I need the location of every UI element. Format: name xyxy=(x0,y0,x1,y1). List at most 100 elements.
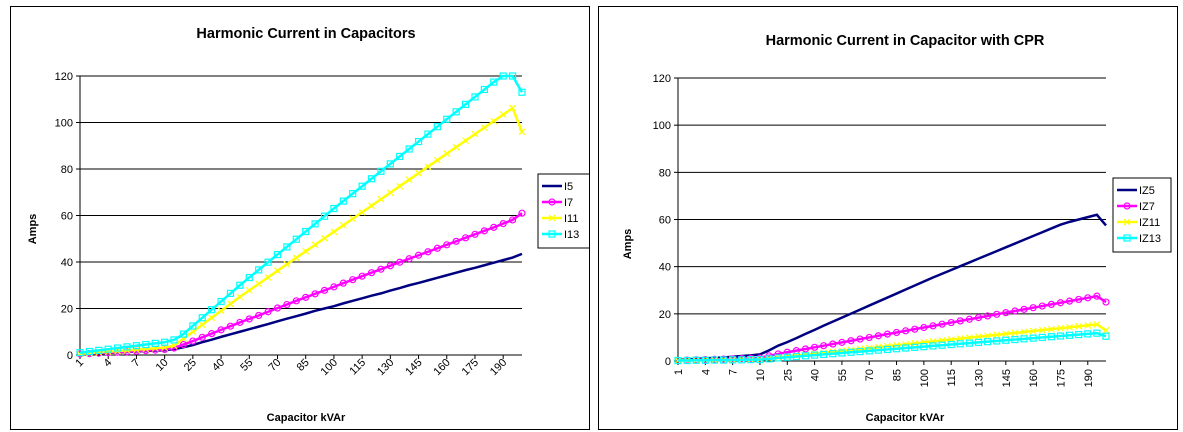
data-point xyxy=(1065,331,1074,339)
x-tick-label: 175 xyxy=(460,357,481,378)
data-point xyxy=(499,72,507,80)
data-point xyxy=(892,328,901,337)
data-point xyxy=(245,286,253,294)
data-point xyxy=(892,345,901,353)
data-point xyxy=(311,241,319,249)
data-point xyxy=(255,280,263,288)
data-point xyxy=(151,339,159,347)
x-tick-label: 100 xyxy=(919,369,931,387)
data-point xyxy=(292,235,300,243)
data-point xyxy=(801,352,810,360)
x-tick-label: 85 xyxy=(295,357,312,374)
data-point xyxy=(1093,321,1101,328)
data-point xyxy=(1123,234,1131,242)
data-point xyxy=(1029,334,1037,342)
x-tick-label: 10 xyxy=(154,357,171,374)
y-tick-label: 60 xyxy=(659,215,671,227)
chart-title: Harmonic Current in Capacitors xyxy=(196,26,415,42)
series-I13 xyxy=(76,72,526,357)
x-tick-label: 40 xyxy=(210,357,227,374)
data-point xyxy=(774,354,782,362)
series-I7 xyxy=(76,209,526,358)
data-point xyxy=(208,306,216,314)
data-point xyxy=(368,202,375,210)
legend-label: IZ7 xyxy=(1139,201,1155,213)
data-point xyxy=(1075,330,1083,339)
x-tick-label: 130 xyxy=(974,369,986,387)
data-point xyxy=(133,346,140,354)
data-point xyxy=(320,212,329,220)
x-tick-label: 100 xyxy=(319,357,340,378)
data-point xyxy=(142,340,150,349)
y-tick-label: 120 xyxy=(653,73,671,85)
data-point xyxy=(414,251,423,259)
data-point xyxy=(738,356,746,364)
data-point xyxy=(414,137,423,146)
data-point xyxy=(311,220,319,228)
data-point xyxy=(929,342,937,350)
data-point xyxy=(302,293,310,301)
data-point xyxy=(123,343,131,351)
y-axis-label: Amps xyxy=(27,214,39,245)
data-point xyxy=(480,124,488,132)
data-point xyxy=(956,317,964,325)
data-point xyxy=(518,88,526,96)
data-point xyxy=(189,322,197,330)
data-point xyxy=(810,351,819,359)
series-line xyxy=(79,74,524,354)
data-point xyxy=(471,130,479,138)
data-point xyxy=(85,347,94,356)
data-point xyxy=(264,308,272,316)
data-point xyxy=(386,262,394,270)
data-point xyxy=(471,230,479,238)
data-point xyxy=(179,340,188,349)
data-point xyxy=(349,276,357,284)
x-tick-label: 25 xyxy=(782,369,794,381)
data-point xyxy=(829,340,837,348)
data-point xyxy=(321,234,328,242)
x-tick-label: 190 xyxy=(488,357,509,378)
legend-label: IZ13 xyxy=(1139,233,1161,245)
x-tick-label: 115 xyxy=(347,357,368,378)
data-point xyxy=(471,93,479,101)
data-point xyxy=(499,111,507,119)
y-tick-label: 40 xyxy=(61,257,73,269)
x-tick-label: 55 xyxy=(238,357,255,374)
data-point xyxy=(965,315,974,323)
data-point xyxy=(302,247,310,255)
legend-label: IZ11 xyxy=(1139,217,1160,229)
legend-label: I5 xyxy=(564,181,573,193)
data-point xyxy=(226,322,235,330)
data-point xyxy=(1084,321,1092,329)
x-tick-label: 145 xyxy=(403,357,424,378)
data-point xyxy=(974,338,983,346)
data-point xyxy=(710,356,719,364)
chart-svg-left: Harmonic Current in Capacitors Amps Capa… xyxy=(27,26,589,424)
data-point xyxy=(1020,305,1028,313)
series-line xyxy=(678,331,1107,362)
data-point xyxy=(548,230,556,238)
y-tick-label: 100 xyxy=(55,118,73,130)
data-point xyxy=(330,228,338,236)
chart-harmonic-current: Harmonic Current in Capacitors Amps Capa… xyxy=(10,6,590,430)
data-point xyxy=(847,348,855,356)
data-point xyxy=(1029,327,1037,335)
data-point xyxy=(847,337,855,345)
data-point xyxy=(236,281,244,289)
data-point xyxy=(330,204,338,213)
legend-label: I11 xyxy=(564,213,578,225)
data-point xyxy=(509,104,517,112)
y-tick-label: 80 xyxy=(659,167,671,179)
data-point xyxy=(283,300,291,309)
x-tick-label: 7 xyxy=(728,369,740,375)
x-axis-label: Capacitor kVAr xyxy=(866,412,945,424)
data-point xyxy=(747,355,755,364)
data-point xyxy=(283,260,291,268)
data-point xyxy=(302,227,310,236)
data-point xyxy=(274,267,281,275)
data-point xyxy=(920,323,928,332)
data-point xyxy=(947,318,955,327)
x-tick-label: 145 xyxy=(1001,369,1013,387)
data-point xyxy=(227,300,234,308)
data-point xyxy=(377,265,385,273)
